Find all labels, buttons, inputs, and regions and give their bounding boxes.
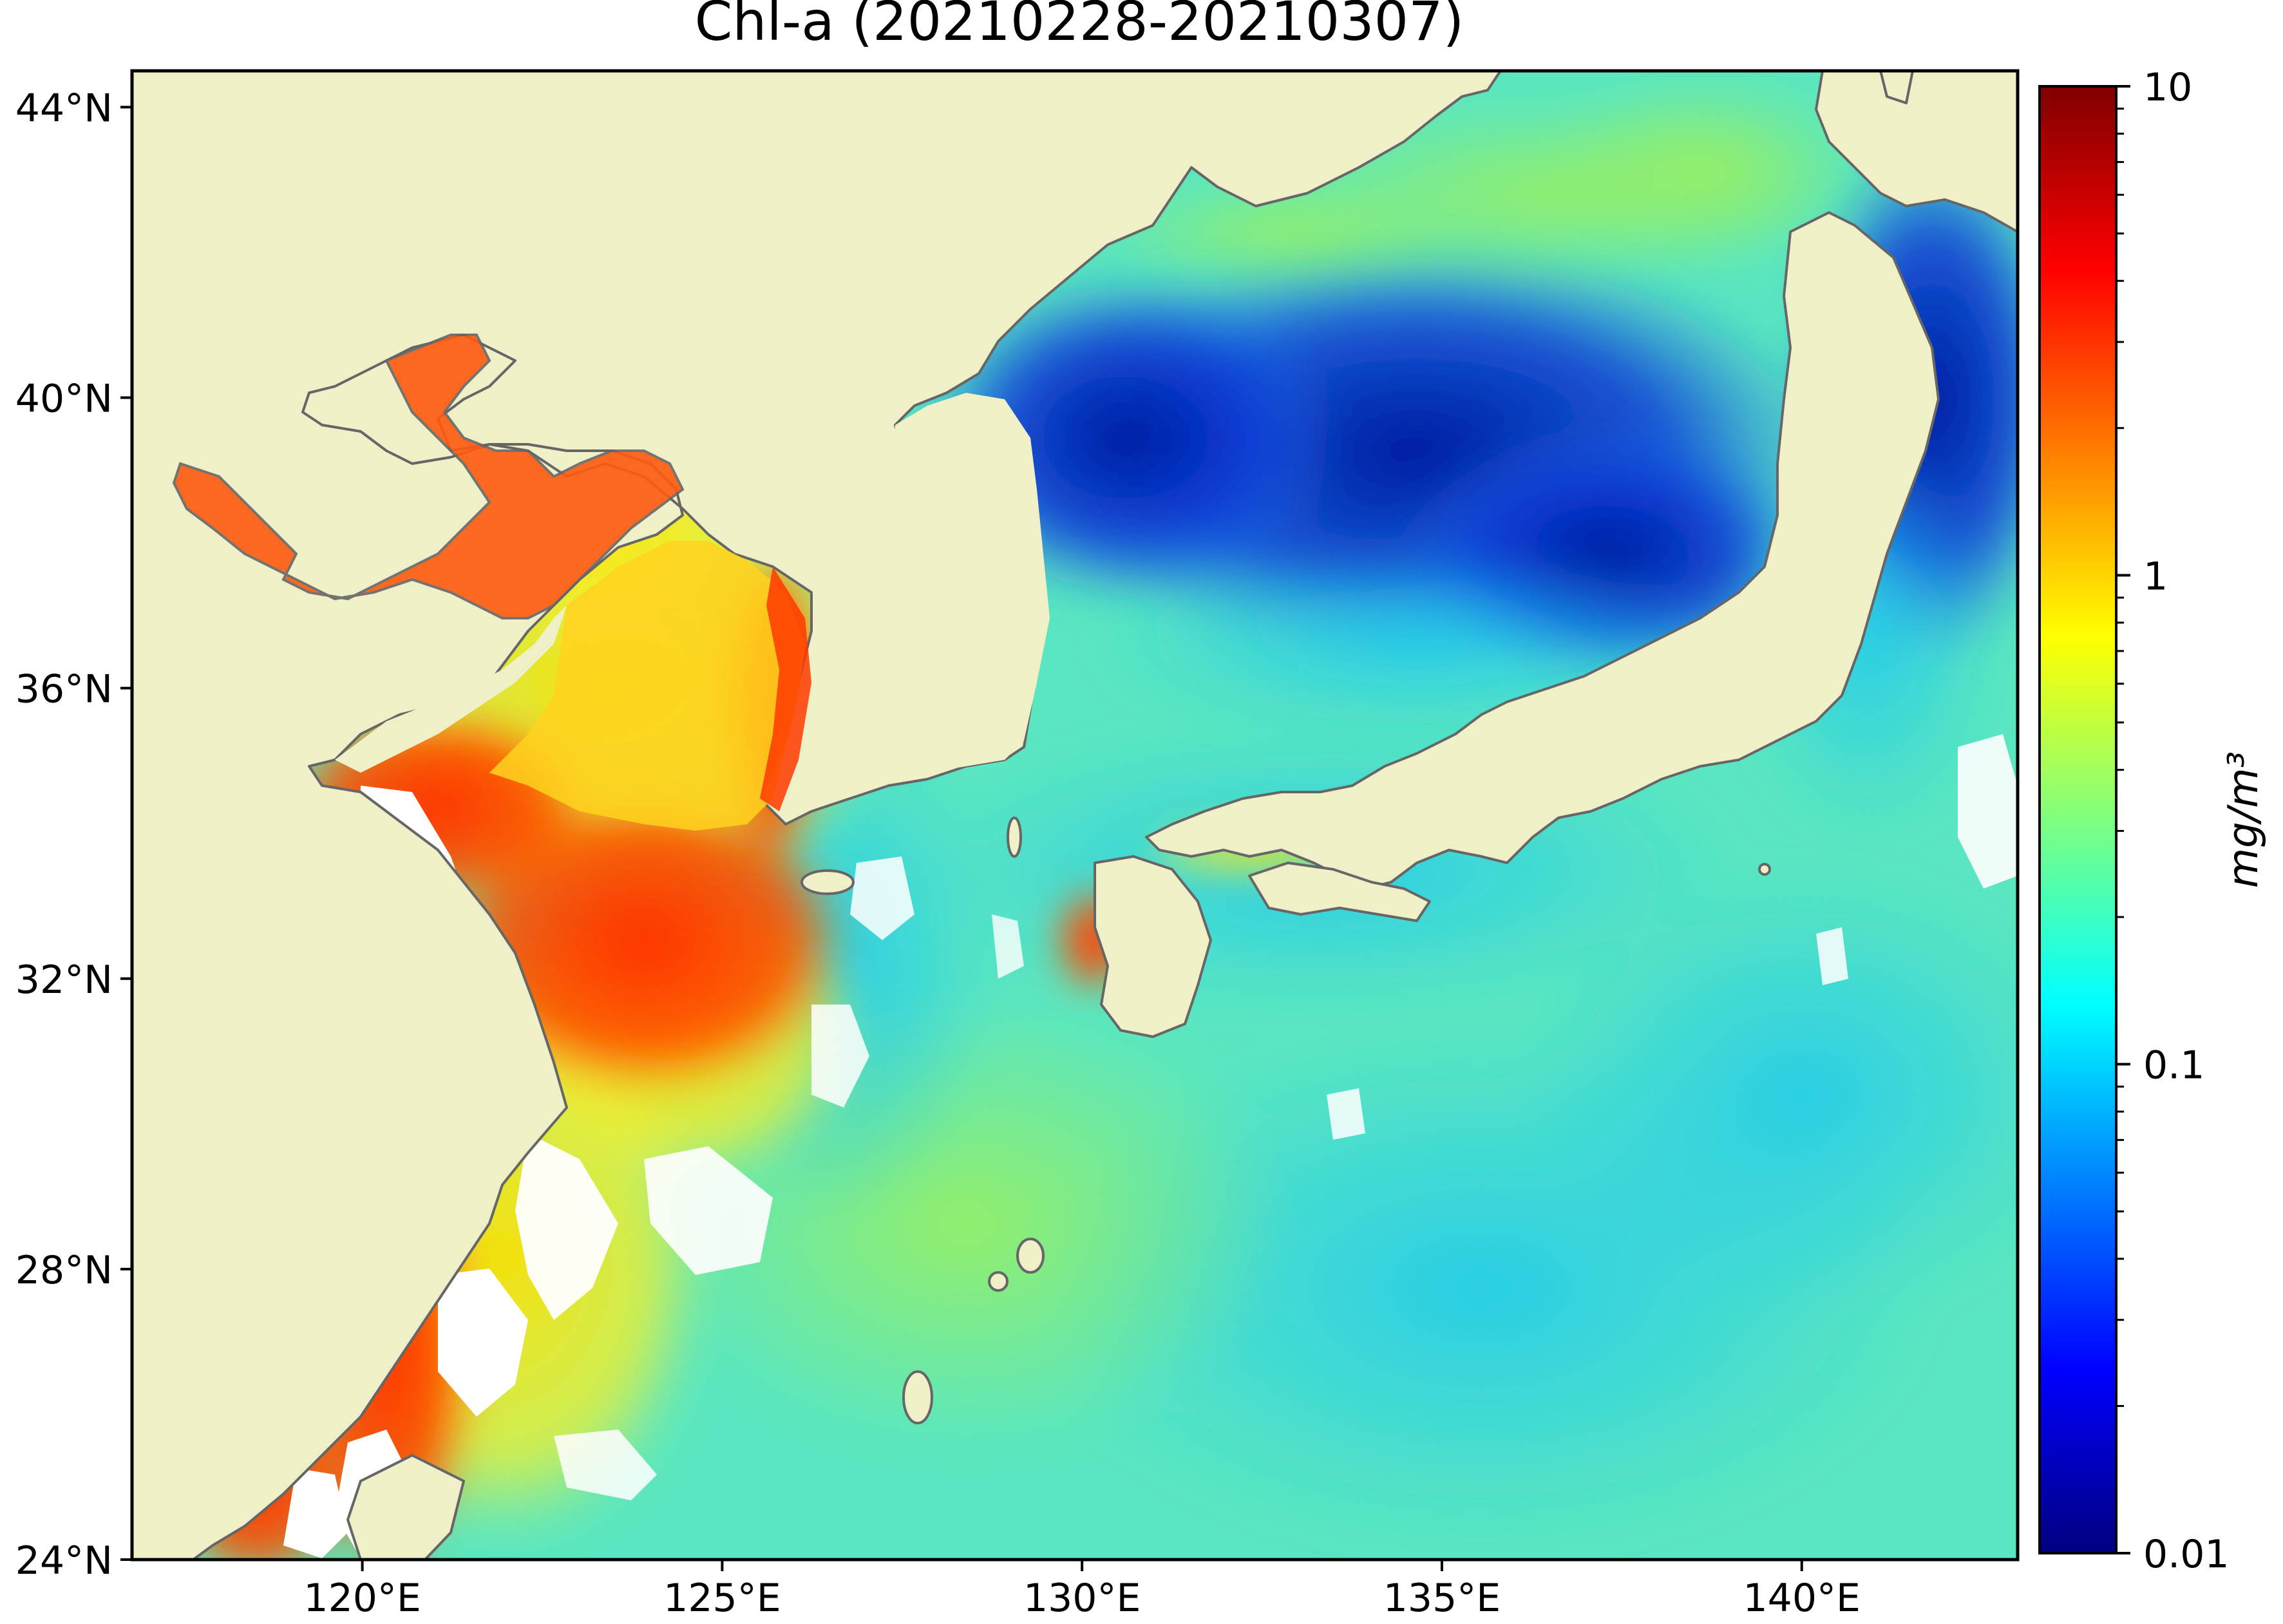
land-ryukyu-1 [988,1271,1009,1292]
lon-tick-label: 120°E [303,1576,421,1621]
map-panel [132,71,2018,1560]
land-shikoku [1248,862,1431,922]
colorbar-tick-label: 0.01 [2143,1532,2230,1577]
colorbar-tick-label: 0.1 [2143,1043,2204,1088]
land-izu-island [1758,863,1771,876]
colorbar-tick-label: 1 [2143,554,2168,599]
land-amami [1016,1238,1045,1274]
lat-tick-label: 44°N [15,86,113,131]
colorbar-tick-label: 10 [2143,65,2192,110]
land-taiwan [346,1454,465,1560]
lat-tick-label: 28°N [15,1248,113,1293]
map-title: Chl-a (20210228-20210307) [695,0,1464,53]
colorbar-bar [2038,85,2117,1554]
bohai-red-strip [760,567,811,811]
lat-tick-label: 24°N [15,1538,113,1583]
bohai-gulf-water [172,334,685,619]
lon-tick-label: 125°E [663,1576,781,1621]
lon-tick-label: 140°E [1743,1576,1861,1621]
land-sakhalin [1879,71,1914,104]
land-hokkaido [1815,71,2018,233]
land-tsushima [1007,817,1022,858]
lon-tick-label: 135°E [1383,1576,1501,1621]
land-jeju [800,869,855,895]
lat-tick-label: 32°N [15,958,113,1003]
lat-tick-label: 36°N [15,667,113,712]
land-okinawa [902,1370,933,1424]
longitude-axis: 120°E 125°E 130°E 135°E 140°E [303,1560,1861,1621]
colorbar-unit-label: mg/m³ [2220,751,2268,889]
land-kyushu [1094,855,1212,1038]
lon-tick-label: 130°E [1023,1576,1141,1621]
colorbar: 0.01 0.1 1 10 mg/m³ [2038,65,2268,1577]
land-shandong [335,605,567,773]
map-frame [130,69,2020,1562]
yellow-sea-water [489,541,805,831]
latitude-axis: 24°N 28°N 32°N 36°N 40°N 44°N [15,86,132,1583]
land-korea [876,393,1050,773]
colorbar-ticks: 0.01 0.1 1 10 [2116,65,2230,1577]
lat-tick-label: 40°N [15,377,113,422]
land-honshu [1145,211,1940,890]
